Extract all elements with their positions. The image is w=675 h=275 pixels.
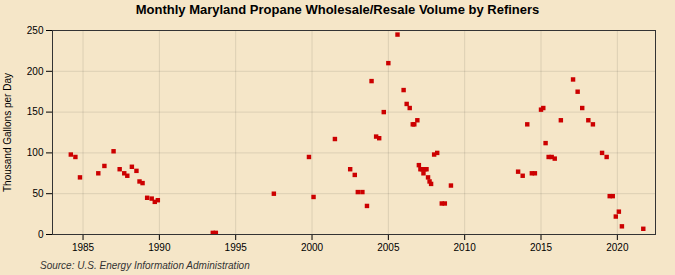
svg-text:0: 0 bbox=[38, 229, 44, 240]
svg-text:200: 200 bbox=[27, 66, 44, 77]
svg-text:2020: 2020 bbox=[606, 242, 629, 253]
svg-text:2000: 2000 bbox=[301, 242, 324, 253]
svg-text:2005: 2005 bbox=[377, 242, 400, 253]
svg-text:2010: 2010 bbox=[454, 242, 477, 253]
svg-text:250: 250 bbox=[27, 25, 44, 36]
html-text:Source: U.S. Energy Informatio: Source: U.S. Energy Information Administ… bbox=[40, 260, 250, 271]
svg-text:1995: 1995 bbox=[225, 242, 248, 253]
svg-text:2015: 2015 bbox=[530, 242, 553, 253]
svg-text:1990: 1990 bbox=[148, 242, 171, 253]
svg-text:50: 50 bbox=[32, 188, 44, 199]
svg-text:1985: 1985 bbox=[72, 242, 95, 253]
svg-text:Thousand Gallons per Day: Thousand Gallons per Day bbox=[2, 73, 13, 192]
html-text:Monthly Maryland Propane Whole: Monthly Maryland Propane Wholesale/Resal… bbox=[135, 2, 540, 17]
svg-text:150: 150 bbox=[27, 106, 44, 117]
svg-text:100: 100 bbox=[27, 147, 44, 158]
